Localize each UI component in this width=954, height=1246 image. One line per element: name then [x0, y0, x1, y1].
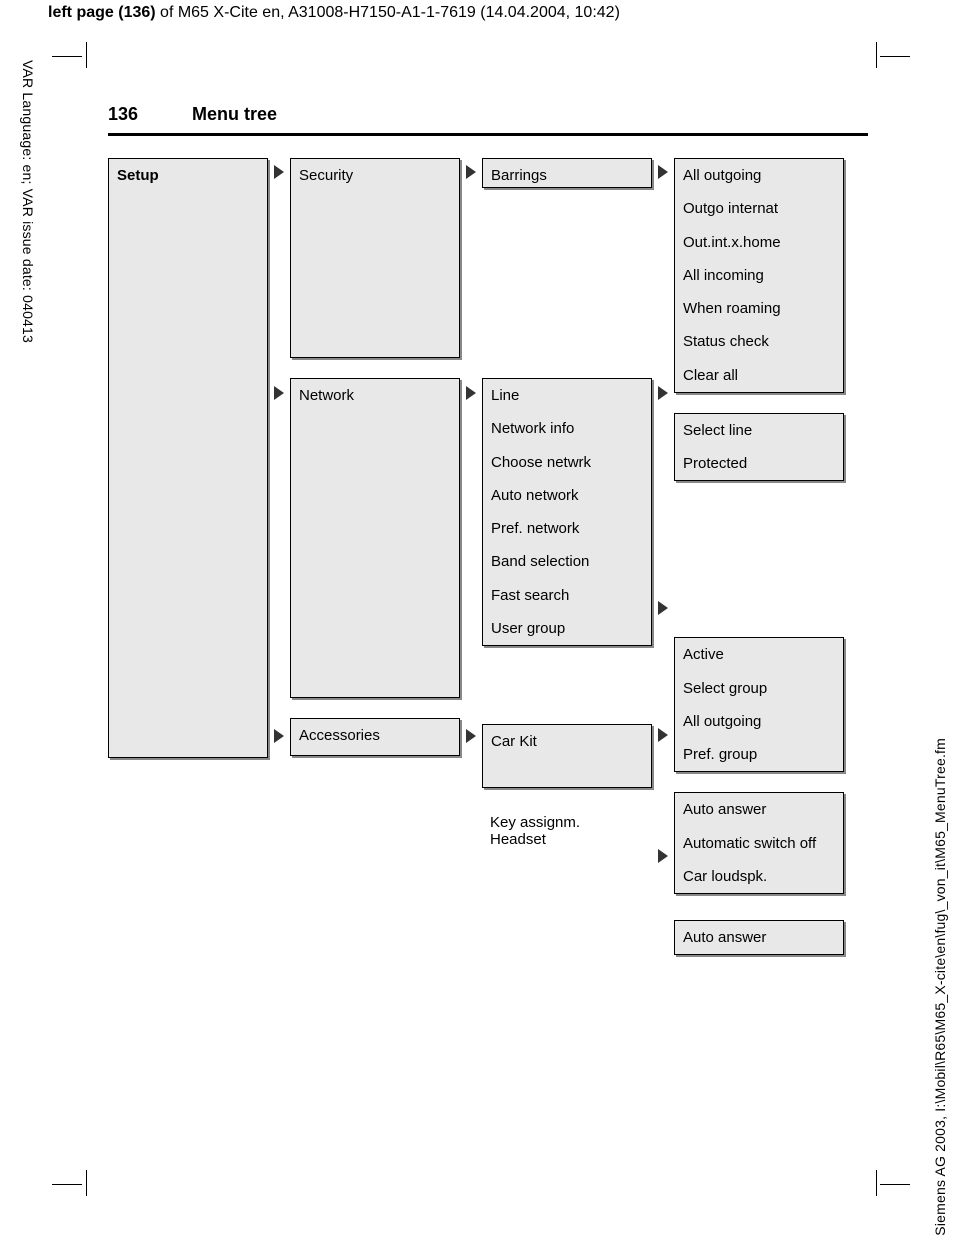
arrow-col-1 — [268, 158, 290, 743]
top-header: left page (136) of M65 X-Cite en, A31008… — [0, 0, 954, 22]
list-item: Protected — [675, 447, 843, 480]
arrow-icon — [466, 386, 476, 400]
list-item: Select line — [675, 414, 843, 447]
arrow-icon — [658, 386, 668, 400]
crop-mark — [880, 1184, 910, 1185]
box-carkit-items: Auto answerAutomatic switch offCar louds… — [674, 792, 844, 894]
box-network-items: LineNetwork infoChoose netwrkAuto networ… — [482, 378, 652, 646]
list-item: Select group — [675, 672, 843, 705]
crop-mark — [52, 56, 82, 57]
gap — [674, 481, 844, 637]
list-item: Car loudspk. — [675, 860, 843, 893]
list-item: Automatic switch off — [675, 827, 843, 860]
gap — [674, 772, 844, 792]
list-item: Pref. network — [483, 512, 651, 545]
menu-tree: Setup Security Network Accessories — [108, 158, 868, 955]
arrow-icon — [658, 728, 668, 742]
list-item: Pref. group — [675, 738, 843, 771]
crop-mark — [880, 56, 910, 57]
gap — [674, 393, 844, 413]
arrow-col-3 — [652, 158, 674, 863]
box-acc-carkit: Car Kit — [482, 724, 652, 788]
list-item: Auto network — [483, 479, 651, 512]
network-label: Network — [291, 379, 459, 412]
list-item: Outgo internat — [675, 192, 843, 225]
col-1: Setup — [108, 158, 268, 758]
list-item: Clear all — [675, 359, 843, 392]
arrow-col-2 — [460, 158, 482, 743]
arrow-icon — [274, 165, 284, 179]
crop-mark — [86, 1170, 87, 1196]
box-line-items: Select lineProtected — [674, 413, 844, 482]
gap — [482, 188, 652, 378]
col-4: All outgoingOutgo internatOut.int.x.home… — [674, 158, 844, 955]
gap — [674, 894, 844, 920]
list-item: Fast search — [483, 579, 651, 612]
gap — [290, 358, 460, 378]
box-barrings: Barrings — [482, 158, 652, 188]
headset-label: Headset — [482, 831, 652, 848]
arrow-icon — [658, 601, 668, 615]
arrow-icon — [274, 729, 284, 743]
crop-mark — [876, 42, 877, 68]
list-item: Status check — [675, 325, 843, 358]
accessories-label: Accessories — [291, 719, 459, 752]
col-3: Barrings LineNetwork infoChoose netwrkAu… — [482, 158, 652, 848]
page-number: 136 — [108, 104, 138, 125]
list-item: Choose netwrk — [483, 446, 651, 479]
list-item: Auto answer — [675, 793, 843, 826]
list-item: When roaming — [675, 292, 843, 325]
setup-label: Setup — [109, 159, 267, 192]
gap — [482, 646, 652, 724]
key-assign-label: Key assignm. — [482, 814, 652, 831]
box-headset-items: Auto answer — [674, 920, 844, 955]
arrow-icon — [658, 165, 668, 179]
box-usergroup-items: ActiveSelect groupAll outgoingPref. grou… — [674, 637, 844, 772]
page-title: Menu tree — [192, 104, 277, 125]
list-item: All outgoing — [675, 705, 843, 738]
crop-mark — [876, 1170, 877, 1196]
arrow-icon — [658, 849, 668, 863]
crop-mark — [52, 1184, 82, 1185]
crop-mark — [86, 42, 87, 68]
list-item: Out.int.x.home — [675, 226, 843, 259]
list-item: Line — [483, 379, 651, 412]
list-item: Active — [675, 638, 843, 671]
arrow-icon — [274, 386, 284, 400]
side-text-left: VAR Language: en; VAR issue date: 040413 — [20, 60, 36, 343]
gap — [482, 788, 652, 814]
box-accessories: Accessories — [290, 718, 460, 756]
list-item: User group — [483, 612, 651, 645]
security-label: Security — [291, 159, 459, 192]
page-body: 136 Menu tree Setup Security Network — [108, 104, 868, 955]
box-network: Network — [290, 378, 460, 698]
side-text-right: Siemens AG 2003, I:\Mobil\R65\M65_X-cite… — [932, 738, 948, 1236]
arrow-icon — [466, 729, 476, 743]
header-bold: left page (136) — [48, 4, 156, 21]
list-item: All outgoing — [675, 159, 843, 192]
carkit-label: Car Kit — [483, 725, 651, 758]
box-setup: Setup — [108, 158, 268, 758]
box-barr-items: All outgoingOutgo internatOut.int.x.home… — [674, 158, 844, 393]
list-item: Band selection — [483, 545, 651, 578]
arrow-icon — [466, 165, 476, 179]
box-security: Security — [290, 158, 460, 358]
list-item: Network info — [483, 412, 651, 445]
header-rest: of M65 X-Cite en, A31008-H7150-A1-1-7619… — [156, 4, 620, 21]
page-header: 136 Menu tree — [108, 104, 868, 136]
col-2: Security Network Accessories — [290, 158, 460, 756]
list-item: Auto answer — [675, 921, 843, 954]
list-item: All incoming — [675, 259, 843, 292]
gap — [290, 698, 460, 718]
